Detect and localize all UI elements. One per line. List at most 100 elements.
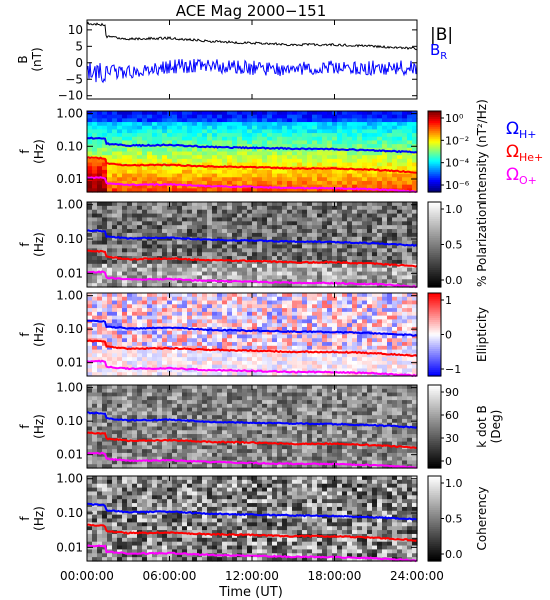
spectrogram-cell: [337, 372, 343, 377]
spectrogram-cell: [337, 111, 343, 116]
spectrogram-cell: [182, 323, 188, 328]
spectrogram-cell: [222, 229, 228, 234]
spectrogram-cell: [332, 225, 338, 230]
spectrogram-cell: [347, 311, 353, 317]
spectrogram-cell: [367, 114, 373, 119]
spectrogram-cell: [247, 188, 253, 193]
spectrogram-cell: [262, 232, 268, 238]
spectrogram-cell: [367, 304, 373, 309]
spectrogram-cell: [142, 349, 148, 354]
spectrogram-cell: [142, 296, 148, 302]
spectrogram-cell: [182, 244, 188, 249]
spectrogram-cell: [307, 372, 313, 377]
colorbar-swatch: [428, 297, 441, 300]
spectrogram-cell: [412, 275, 418, 280]
spectrogram-cell: [162, 449, 168, 454]
spectrogram-cell: [257, 111, 263, 116]
spectrogram-cell: [212, 111, 218, 116]
spectrogram-cell: [117, 271, 123, 277]
spectrogram-cell: [192, 133, 198, 138]
spectrogram-cell: [182, 162, 188, 167]
spectrogram-cell: [387, 244, 393, 249]
spectrogram-cell: [152, 267, 158, 273]
spectrogram-cell: [282, 144, 288, 149]
spectrogram-cell: [337, 136, 343, 142]
spectrogram-cell: [267, 232, 273, 238]
y-axis-label: f: [18, 242, 32, 247]
spectrogram-cell: [332, 169, 338, 175]
spectrogram-cell: [227, 244, 233, 249]
spectrogram-cell: [212, 133, 218, 138]
spectrogram-cell: [362, 205, 368, 211]
spectrogram-cell: [412, 155, 418, 160]
spectrogram-cell: [262, 136, 268, 142]
spectrogram-cell: [297, 151, 303, 156]
spectrogram-cell: [297, 158, 303, 164]
spectrogram-cell: [332, 311, 338, 317]
spectrogram-cell: [157, 111, 163, 116]
spectrogram-cell: [242, 319, 248, 324]
spectrogram-cell: [287, 293, 293, 298]
spectrogram-cell: [127, 300, 133, 305]
spectrogram-cell: [227, 315, 233, 321]
spectrogram-cell: [92, 304, 98, 309]
spectrogram-cell: [102, 122, 108, 127]
spectrogram-cell: [247, 118, 253, 123]
spectrogram-cell: [317, 372, 323, 377]
spectrogram-cell: [302, 364, 308, 370]
spectrogram-cell: [347, 364, 353, 370]
spectrogram-cell: [372, 136, 378, 142]
spectrogram-cell: [412, 296, 418, 302]
spectrogram-cell: [172, 118, 178, 123]
spectrogram-cell: [367, 263, 373, 269]
spectrogram-cell: [122, 136, 128, 142]
spectrogram-cell: [327, 158, 333, 164]
spectrogram-cell: [182, 315, 188, 321]
spectrogram-cell: [387, 144, 393, 149]
spectrogram-cell: [232, 232, 238, 238]
spectrogram-cell: [162, 209, 168, 215]
spectrogram-cell: [257, 283, 263, 288]
spectrogram-cell: [122, 209, 128, 215]
spectrogram-cell: [382, 125, 388, 131]
spectrogram-cell: [227, 345, 233, 351]
spectrogram-cell: [227, 308, 233, 313]
spectrogram-cell: [147, 353, 153, 358]
spectrogram-cell: [202, 217, 208, 222]
spectrogram-cell: [187, 304, 193, 309]
spectrogram-cell: [382, 267, 388, 273]
spectrogram-cell: [322, 217, 328, 222]
spectrogram-cell: [87, 205, 93, 211]
spectrogram-cell: [112, 372, 118, 377]
spectrogram-cell: [377, 275, 383, 280]
spectrogram-cell: [202, 342, 208, 347]
colorbar-swatch: [428, 187, 441, 191]
spectrogram-cell: [137, 411, 143, 416]
spectrogram-cell: [392, 118, 398, 123]
spectrogram-cell: [142, 319, 148, 324]
spectrogram-cell: [127, 229, 133, 234]
spectrogram-cell: [262, 180, 268, 186]
spectrogram-cell: [192, 271, 198, 277]
spectrogram-cell: [142, 213, 148, 219]
spectrogram-cell: [307, 144, 313, 149]
spectrogram-cell: [337, 311, 343, 317]
spectrogram-cell: [217, 209, 223, 215]
spectrogram-cell: [402, 319, 408, 324]
spectrogram-cell: [372, 275, 378, 280]
spectrogram-cell: [347, 125, 353, 131]
spectrogram-cell: [252, 338, 258, 343]
spectrogram-cell: [222, 188, 228, 193]
spectrogram-cell: [147, 155, 153, 160]
spectrogram-cell: [297, 275, 303, 280]
spectrogram-cell: [112, 225, 118, 230]
spectrogram-cell: [162, 418, 168, 424]
spectrogram-cell: [212, 304, 218, 309]
spectrogram-cell: [142, 240, 148, 246]
spectrogram-cell: [202, 180, 208, 186]
spectrogram-cell: [222, 342, 228, 347]
spectrogram-cell: [172, 217, 178, 222]
spectrogram-cell: [247, 213, 253, 219]
spectrogram-cell: [137, 396, 143, 401]
spectrogram-cell: [397, 338, 403, 343]
